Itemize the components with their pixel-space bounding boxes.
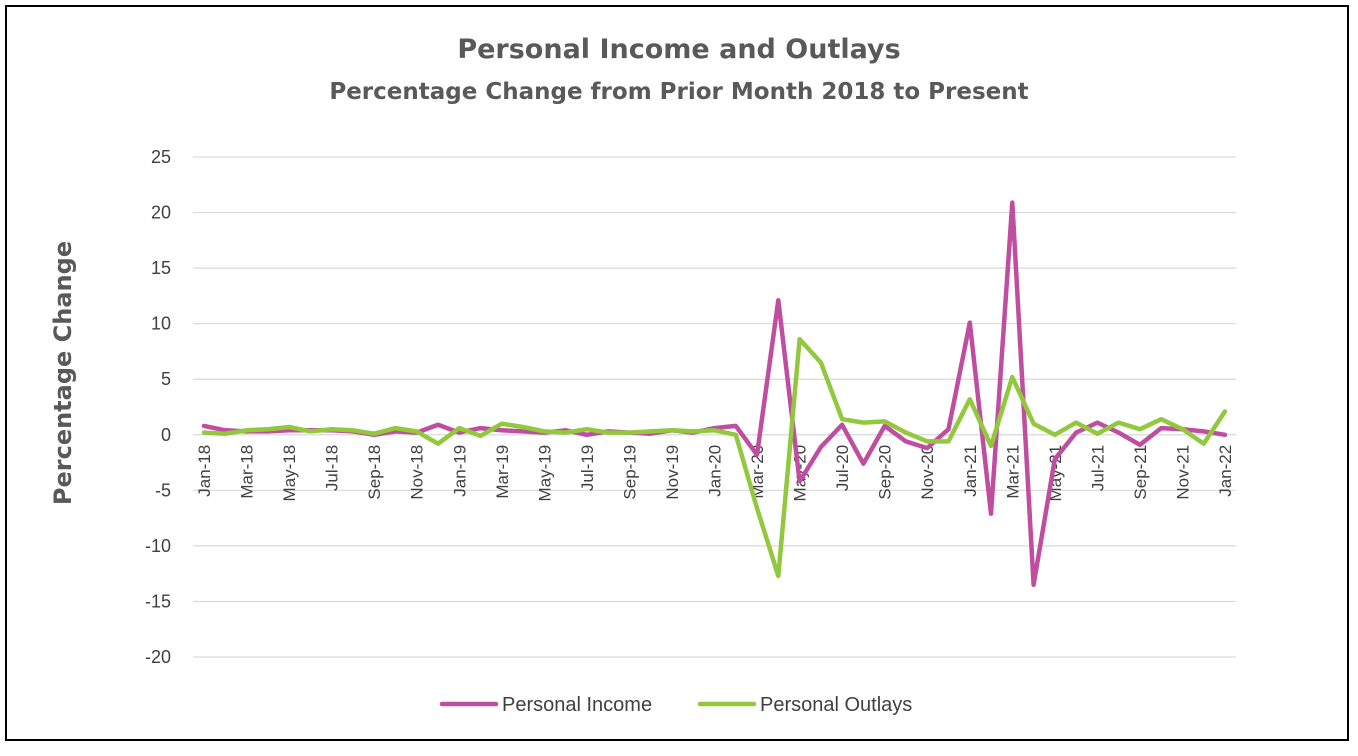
x-tick-label: Mar-19	[493, 445, 512, 499]
x-tick-label: May-19	[535, 445, 554, 502]
x-axis-ticks: Jan-18 Mar-18 May-18 Jul-18 Sep-18 Nov-18 Jan-…	[195, 445, 1235, 502]
y-tick-label: -10	[145, 536, 171, 556]
x-tick-label: Jan-20	[706, 445, 725, 497]
x-tick-label: Sep-19	[620, 445, 639, 500]
x-tick-label: Nov-19	[663, 445, 682, 500]
legend-label: Personal Outlays	[760, 694, 912, 716]
x-tick-label: Jul-18	[323, 445, 342, 491]
x-tick-label: Sep-20	[876, 445, 895, 500]
x-tick-label: Nov-20	[918, 445, 937, 500]
x-tick-label: Jan-21	[961, 445, 980, 497]
chart-subtitle: Percentage Change from Prior Month 2018 …	[329, 79, 1028, 105]
y-tick-label: 0	[161, 425, 171, 445]
y-tick-label: 25	[151, 147, 171, 167]
x-tick-label: Sep-21	[1131, 445, 1150, 500]
y-axis-label: Percentage Change	[49, 241, 77, 505]
y-tick-label: 5	[161, 369, 171, 389]
x-tick-label: Jan-22	[1216, 445, 1235, 497]
x-tick-label: Sep-18	[365, 445, 384, 500]
series-lines	[201, 200, 1228, 588]
y-tick-label: 20	[151, 203, 171, 223]
chart-frame	[5, 5, 1349, 741]
x-tick-label: Mar-21	[1003, 445, 1022, 499]
x-tick-label: Nov-21	[1173, 445, 1192, 500]
y-tick-label: -5	[155, 480, 171, 500]
legend-label: Personal Income	[502, 694, 652, 716]
chart-title: Personal Income and Outlays	[457, 34, 900, 65]
x-tick-label: Jan-19	[450, 445, 469, 497]
gridlines	[193, 156, 1236, 658]
series-line-personal-outlays	[201, 336, 1228, 579]
y-tick-label: 15	[151, 258, 171, 278]
x-tick-label: May-18	[280, 445, 299, 502]
x-tick-label: Jan-18	[195, 445, 214, 497]
x-tick-label: Nov-18	[408, 445, 427, 500]
y-tick-label: 10	[151, 314, 171, 334]
series-line-personal-income	[201, 200, 1228, 588]
y-tick-label: -20	[145, 647, 171, 667]
x-tick-label: Jul-21	[1088, 445, 1107, 491]
y-axis-ticks: 25 20 15 10 5 0 -5 -10 -15 -20	[145, 147, 171, 667]
x-tick-label: Jul-19	[578, 445, 597, 491]
x-tick-label: Jul-20	[833, 445, 852, 491]
x-tick-label: Mar-20	[748, 445, 767, 499]
legend: Personal Income Personal Outlays	[439, 694, 912, 716]
y-tick-label: -15	[145, 591, 171, 611]
x-tick-label: Mar-18	[238, 445, 257, 499]
